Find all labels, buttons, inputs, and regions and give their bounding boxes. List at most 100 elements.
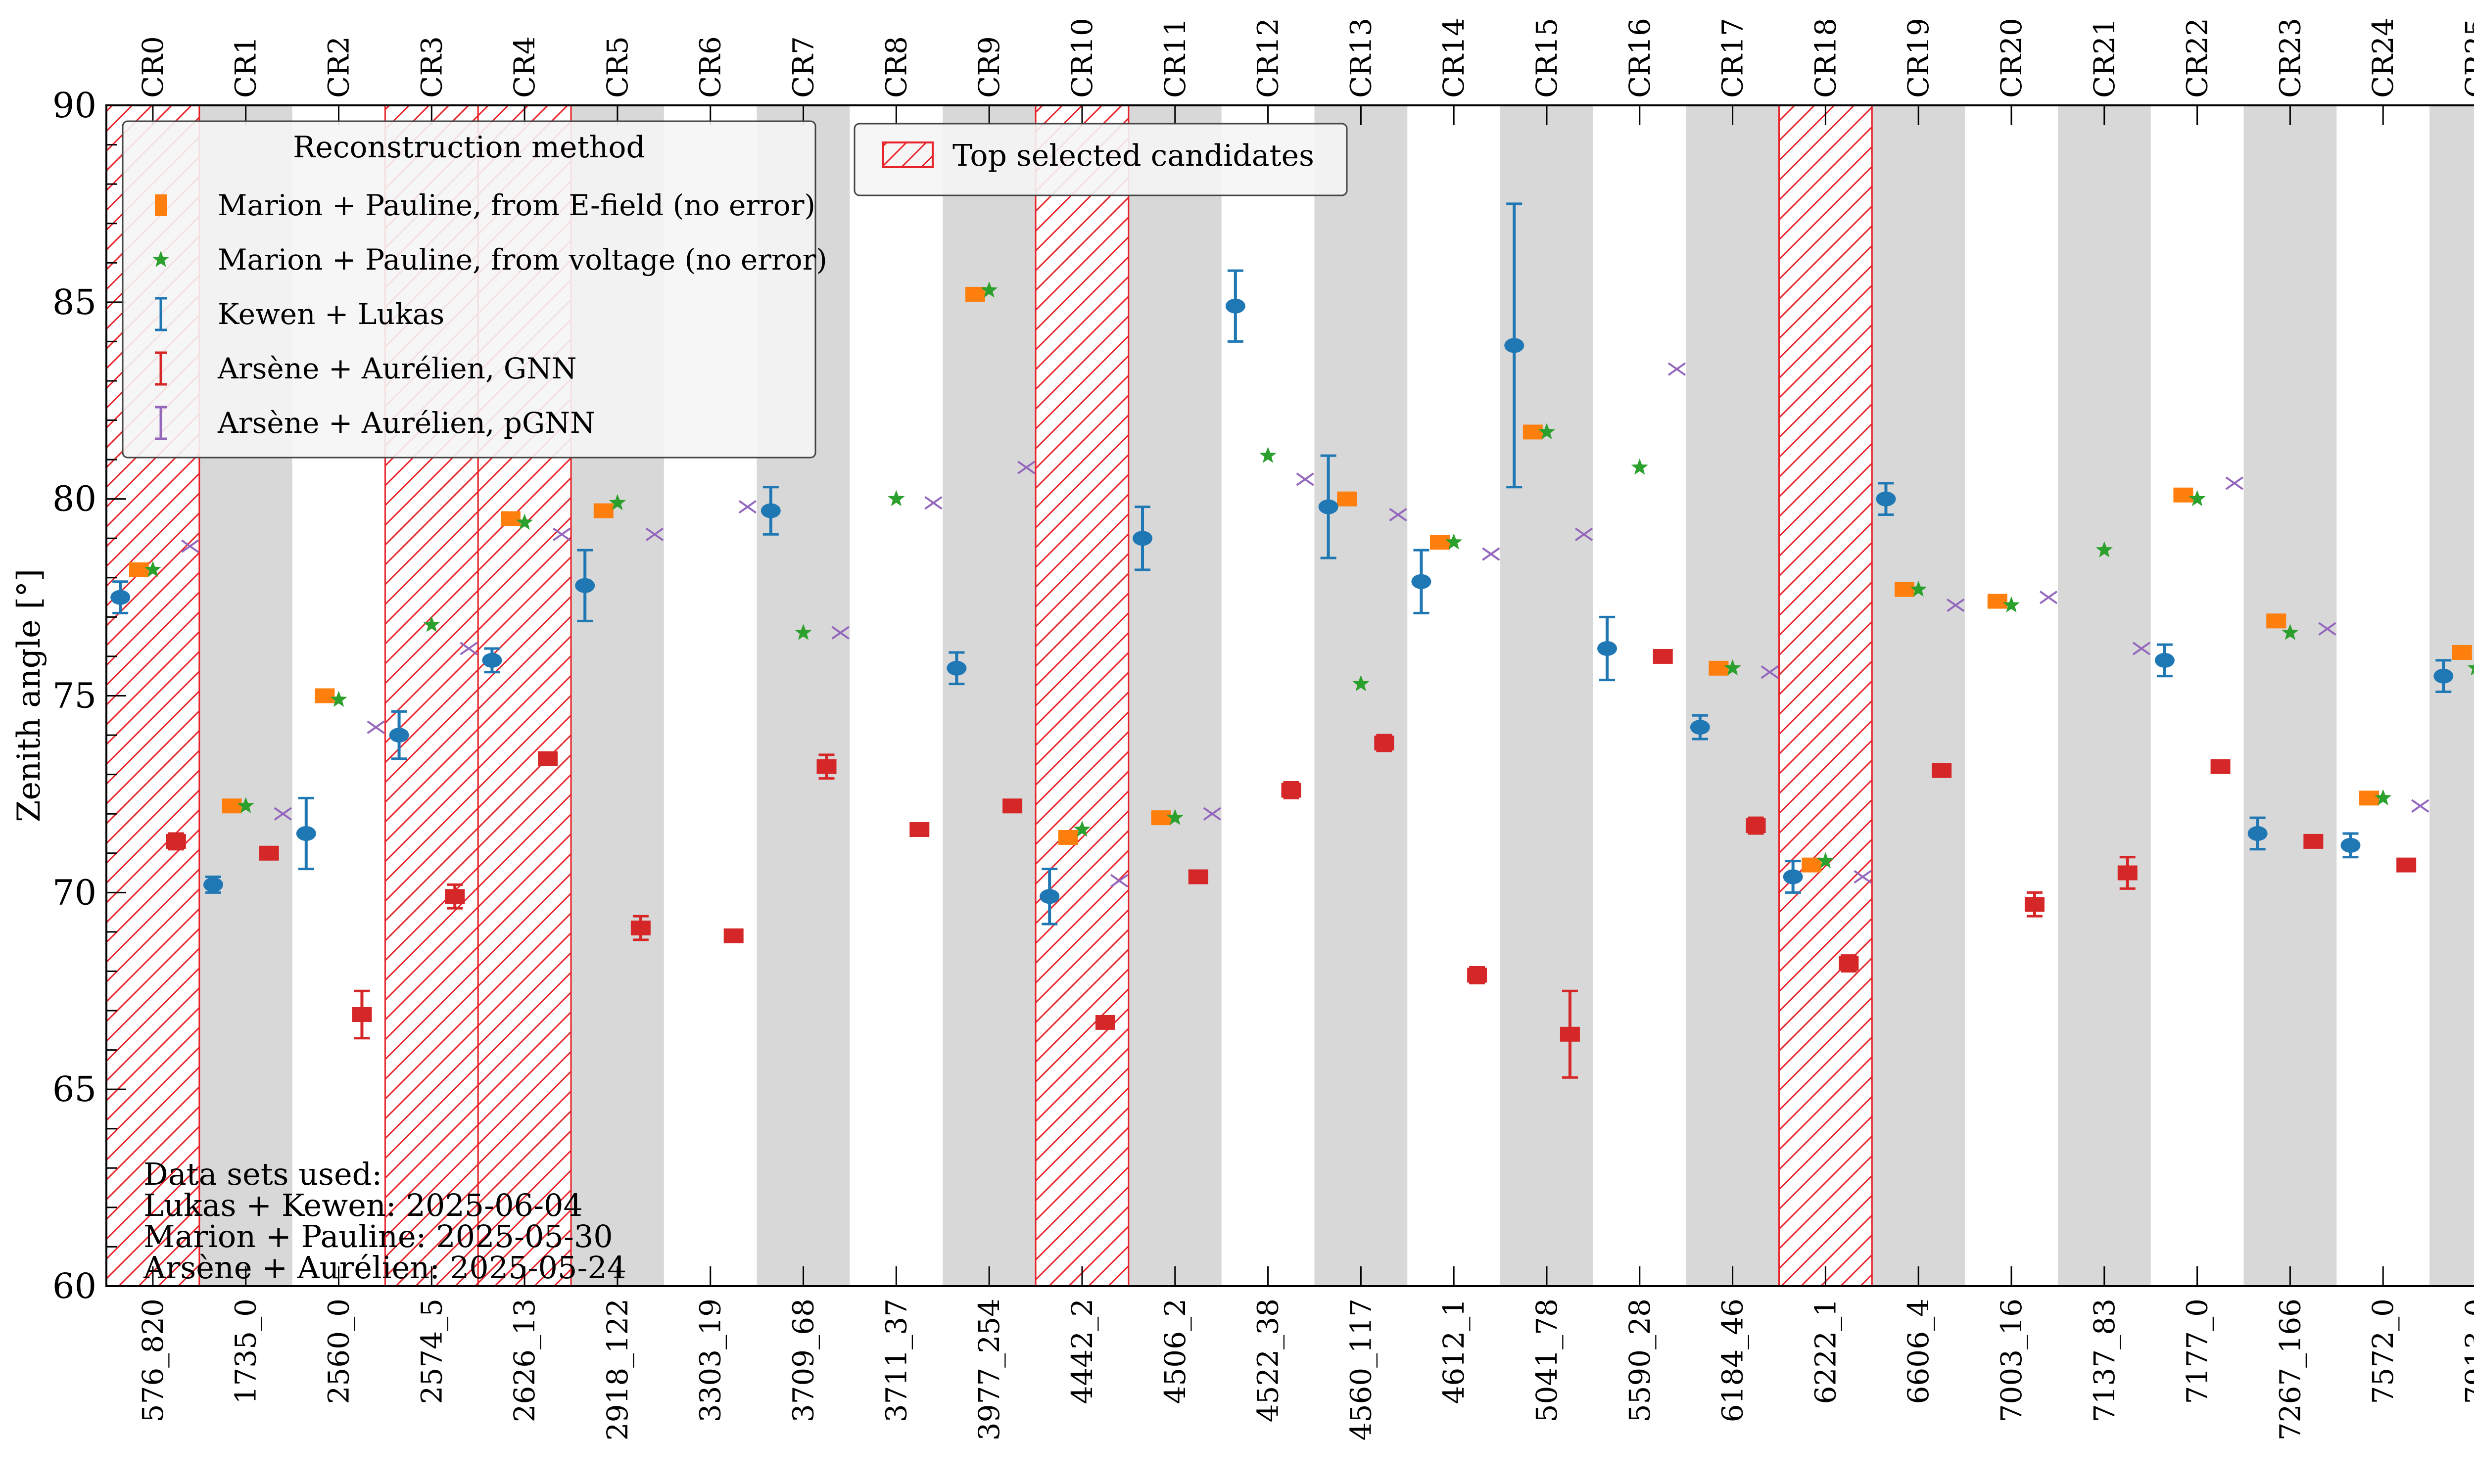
data-point bbox=[1318, 499, 1338, 514]
data-point bbox=[423, 616, 440, 632]
data-point bbox=[460, 642, 478, 655]
y-tick-label: 85 bbox=[52, 282, 96, 323]
data-point bbox=[1854, 870, 1872, 884]
data-point bbox=[1783, 869, 1803, 884]
data-point bbox=[1467, 968, 1487, 983]
data-point bbox=[1746, 818, 1766, 834]
bottom-category-label: 5590_28 bbox=[1623, 1298, 1657, 1422]
top-category-label: CR14 bbox=[1437, 18, 1471, 98]
data-point bbox=[2340, 837, 2361, 853]
data-point bbox=[1337, 491, 1357, 507]
data-point bbox=[2318, 622, 2336, 636]
data-point bbox=[2396, 857, 2417, 873]
bottom-category-label: 4522_38 bbox=[1251, 1298, 1285, 1422]
data-point bbox=[593, 503, 614, 518]
top-category-label: CR9 bbox=[972, 36, 1006, 98]
top-category-label: CR23 bbox=[2273, 18, 2307, 98]
data-point bbox=[367, 720, 385, 734]
legend-box bbox=[854, 123, 1348, 196]
data-point bbox=[738, 500, 757, 514]
data-point bbox=[1374, 735, 1394, 750]
legend-title: Reconstruction method bbox=[293, 130, 645, 165]
data-point bbox=[575, 578, 595, 593]
data-point bbox=[1760, 665, 1779, 679]
top-category-label: CR1 bbox=[229, 36, 263, 98]
bottom-category-label: 1735_0 bbox=[229, 1298, 263, 1404]
data-point bbox=[144, 560, 161, 577]
dataset-line: Arsène + Aurélien: 2025-05-24 bbox=[143, 1250, 626, 1286]
data-point bbox=[1188, 869, 1208, 884]
data-point bbox=[1876, 491, 1896, 507]
dataset-line: Lukas + Kewen: 2025-06-04 bbox=[143, 1187, 583, 1223]
bottom-category-label: 7003_16 bbox=[1995, 1298, 2028, 1422]
data-point bbox=[1538, 423, 1556, 439]
gray-band bbox=[1872, 105, 1965, 1286]
data-point bbox=[909, 822, 930, 837]
bottom-category-label: 7137_83 bbox=[2088, 1298, 2121, 1422]
data-point bbox=[1352, 675, 1370, 692]
data-point bbox=[129, 562, 149, 577]
data-point bbox=[1411, 574, 1431, 589]
data-point bbox=[1002, 798, 1023, 814]
data-point bbox=[1817, 852, 1834, 869]
data-point bbox=[761, 503, 781, 518]
legend-label: Marion + Pauline, from E-field (no error… bbox=[218, 188, 815, 222]
legend-highlight-label: Top selected candidates bbox=[952, 139, 1314, 173]
data-point bbox=[1040, 889, 1060, 904]
data-point bbox=[222, 798, 242, 814]
data-point bbox=[1430, 535, 1450, 550]
top-category-label: CR5 bbox=[601, 36, 634, 98]
data-point bbox=[1667, 362, 1686, 376]
data-point bbox=[1574, 527, 1593, 541]
data-point bbox=[1151, 810, 1171, 826]
data-point bbox=[1073, 821, 1091, 837]
series-1 bbox=[144, 281, 2474, 869]
gray-band bbox=[2429, 105, 2474, 1286]
data-point bbox=[500, 511, 521, 526]
bottom-category-label: 4442_2 bbox=[1065, 1298, 1099, 1404]
top-category-label: CR17 bbox=[1716, 18, 1750, 98]
data-point bbox=[1597, 641, 1618, 656]
data-point bbox=[203, 877, 223, 892]
series-2 bbox=[110, 202, 2454, 926]
data-point bbox=[2467, 664, 2474, 676]
data-point bbox=[553, 527, 571, 541]
bottom-category-label: 7267_166 bbox=[2273, 1298, 2307, 1440]
data-point bbox=[2411, 799, 2429, 813]
top-category-label: CR20 bbox=[1995, 18, 2028, 98]
hatch-swatch-icon bbox=[882, 141, 934, 168]
data-point bbox=[259, 845, 279, 861]
data-point bbox=[965, 286, 985, 302]
bottom-category-label: 7913_0 bbox=[2459, 1298, 2474, 1404]
data-point bbox=[1110, 874, 1129, 888]
top-category-label: CR22 bbox=[2181, 18, 2214, 98]
top-category-label: CR25 bbox=[2459, 18, 2474, 98]
data-point bbox=[166, 834, 186, 849]
top-category-label: CR7 bbox=[787, 36, 820, 98]
data-point bbox=[389, 728, 409, 743]
data-point bbox=[2375, 789, 2392, 805]
gray-band bbox=[1500, 105, 1593, 1286]
data-point bbox=[516, 513, 533, 530]
series-0 bbox=[129, 286, 2472, 873]
legend-star-icon bbox=[152, 251, 170, 267]
top-category-label: CR3 bbox=[415, 36, 448, 98]
data-point bbox=[1504, 338, 1524, 353]
y-tick-label: 65 bbox=[52, 1069, 96, 1110]
data-point bbox=[1690, 720, 1710, 735]
legend-label: Kewen + Lukas bbox=[218, 297, 444, 331]
datasets-annotation: Data sets used: Lukas + Kewen: 2025-06-0… bbox=[143, 1156, 626, 1286]
bottom-category-label: 4560_117 bbox=[1344, 1298, 1378, 1440]
top-category-label: CR21 bbox=[2088, 18, 2121, 98]
highlight-band bbox=[1778, 104, 1873, 1287]
data-point bbox=[924, 496, 943, 510]
bottom-category-label: 7177_0 bbox=[2181, 1298, 2214, 1404]
data-point bbox=[981, 281, 998, 298]
data-point bbox=[482, 652, 502, 668]
top-category-label: CR16 bbox=[1623, 18, 1657, 98]
data-point bbox=[1296, 472, 1314, 486]
y-tick-label: 90 bbox=[52, 85, 96, 126]
data-point bbox=[1482, 547, 1500, 561]
data-point bbox=[1017, 461, 1036, 474]
data-point bbox=[1947, 598, 1965, 612]
